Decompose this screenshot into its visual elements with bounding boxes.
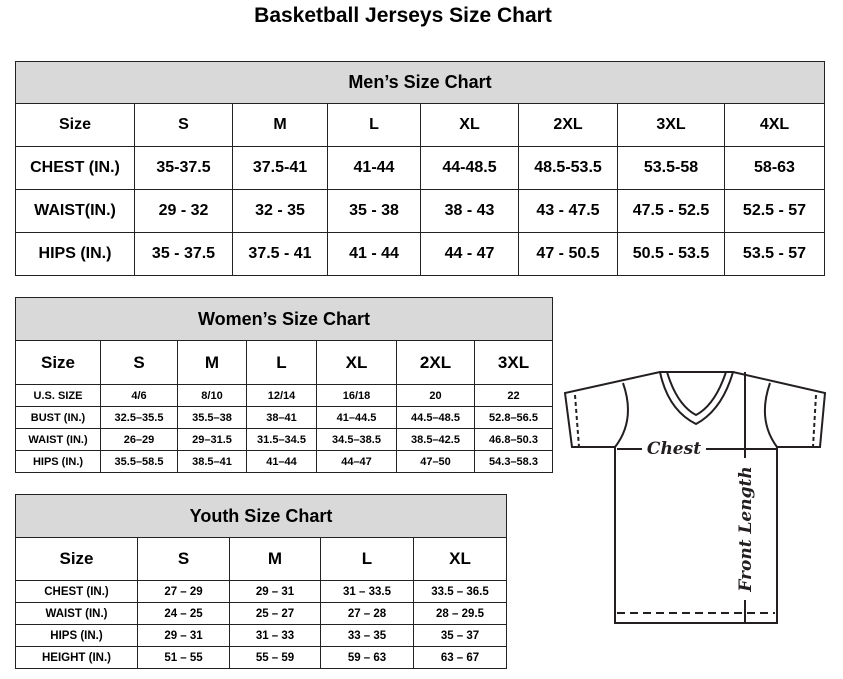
column-header: L <box>246 340 317 385</box>
table-cell: 52.5 - 57 <box>724 189 825 233</box>
table-cell: 22 <box>473 384 554 407</box>
row-label: CHEST (IN.) <box>15 580 138 603</box>
table-cell: 35-37.5 <box>134 146 233 190</box>
column-header: Size <box>15 340 101 385</box>
table-cell: 53.5-58 <box>617 146 725 190</box>
table-cell: 52.8–56.5 <box>473 406 554 429</box>
table-cell: 12/14 <box>246 384 317 407</box>
column-header: 2XL <box>396 340 475 385</box>
table-cell: 33.5 – 36.5 <box>412 580 508 603</box>
table-cell: 34.5–38.5 <box>316 428 397 451</box>
column-header: L <box>327 103 421 147</box>
row-label: WAIST (IN.) <box>15 428 101 451</box>
column-header: XL <box>316 340 397 385</box>
womens-size-table: Women’s Size Chart Size S M L XL 2XL 3XL U.S. SI… <box>14 297 554 473</box>
table-cell: 51 – 55 <box>137 646 230 669</box>
table-cell: 48.5-53.5 <box>518 146 618 190</box>
table-row: BUST (IN.) 32.5–35.5 35.5–38 38–41 41–44.5 44… <box>15 406 554 429</box>
column-header: XL <box>420 103 519 147</box>
table-cell: 44 - 47 <box>420 232 519 276</box>
youth-heading: Youth Size Chart <box>14 494 508 538</box>
table-cell: 55 – 59 <box>229 646 321 669</box>
table-row: WAIST(IN.) 29 - 32 32 - 35 35 - 38 38 - 43 43… <box>15 189 825 233</box>
table-cell: 35 – 37 <box>412 624 508 647</box>
table-cell: 41–44 <box>246 450 317 473</box>
row-label: BUST (IN.) <box>15 406 101 429</box>
table-cell: 27 – 29 <box>137 580 230 603</box>
table-row: HEIGHT (IN.) 51 – 55 55 – 59 59 – 63 63 – 67 <box>15 646 508 669</box>
table-row: U.S. SIZE 4/6 8/10 12/14 16/18 20 22 <box>15 384 554 407</box>
front-length-label: Front Length <box>736 466 756 592</box>
table-row: HIPS (IN.) 35.5–58.5 38.5–41 41–44 44–47 47–5… <box>15 450 554 473</box>
table-row: HIPS (IN.) 35 - 37.5 37.5 - 41 41 - 44 44 - … <box>15 232 825 276</box>
table-cell: 53.5 - 57 <box>724 232 825 276</box>
table-cell: 37.5 - 41 <box>232 232 328 276</box>
mens-heading: Men’s Size Chart <box>15 61 825 104</box>
table-cell: 35 - 37.5 <box>134 232 233 276</box>
mens-size-table: Men’s Size Chart Size S M L XL 2XL 3XL 4XL CHEST … <box>15 61 825 276</box>
row-label: CHEST (IN.) <box>15 146 135 190</box>
row-label: HEIGHT (IN.) <box>15 646 138 669</box>
table-cell: 54.3–58.3 <box>473 450 554 473</box>
table-cell: 47–50 <box>396 450 475 473</box>
table-cell: 41–44.5 <box>316 406 397 429</box>
column-header: M <box>229 537 321 581</box>
column-header: L <box>320 537 414 581</box>
row-label: WAIST(IN.) <box>15 189 135 233</box>
table-cell: 50.5 - 53.5 <box>617 232 725 276</box>
column-header: Size <box>15 537 138 581</box>
table-cell: 47 - 50.5 <box>518 232 618 276</box>
womens-heading: Women’s Size Chart <box>14 297 554 341</box>
table-cell: 32 - 35 <box>232 189 328 233</box>
table-cell: 38 - 43 <box>420 189 519 233</box>
page-title: Basketball Jerseys Size Chart <box>254 4 552 27</box>
table-cell: 8/10 <box>177 384 247 407</box>
table-cell: 41 - 44 <box>327 232 421 276</box>
table-cell: 44-48.5 <box>420 146 519 190</box>
table-row: WAIST (IN.) 26–29 29–31.5 31.5–34.5 34.5–38.… <box>15 428 554 451</box>
column-header: 4XL <box>724 103 825 147</box>
chest-label: Chest <box>647 439 701 459</box>
table-cell: 32.5–35.5 <box>100 406 178 429</box>
table-cell: 63 – 67 <box>412 646 508 669</box>
header-row: Size S M L XL <box>15 537 508 581</box>
table-cell: 37.5-41 <box>232 146 328 190</box>
table-row: WAIST (IN.) 24 – 25 25 – 27 27 – 28 28 – 29.… <box>15 602 508 625</box>
column-header: 3XL <box>473 340 554 385</box>
youth-size-table: Youth Size Chart Size S M L XL CHEST (IN.) 27 –… <box>14 494 508 669</box>
table-cell: 58-63 <box>724 146 825 190</box>
row-label: HIPS (IN.) <box>15 450 101 473</box>
table-cell: 28 – 29.5 <box>412 602 508 625</box>
table-row: HIPS (IN.) 29 – 31 31 – 33 33 – 35 35 – 37 <box>15 624 508 647</box>
row-label: HIPS (IN.) <box>15 232 135 276</box>
table-cell: 29 - 32 <box>134 189 233 233</box>
table-row: CHEST (IN.) 35-37.5 37.5-41 41-44 44-48.5 48.… <box>15 146 825 190</box>
table-cell: 25 – 27 <box>229 602 321 625</box>
table-cell: 29–31.5 <box>177 428 247 451</box>
table-cell: 35.5–58.5 <box>100 450 178 473</box>
table-row: CHEST (IN.) 27 – 29 29 – 31 31 – 33.5 33.5 –… <box>15 580 508 603</box>
row-label: U.S. SIZE <box>15 384 101 407</box>
table-cell: 31 – 33.5 <box>320 580 414 603</box>
